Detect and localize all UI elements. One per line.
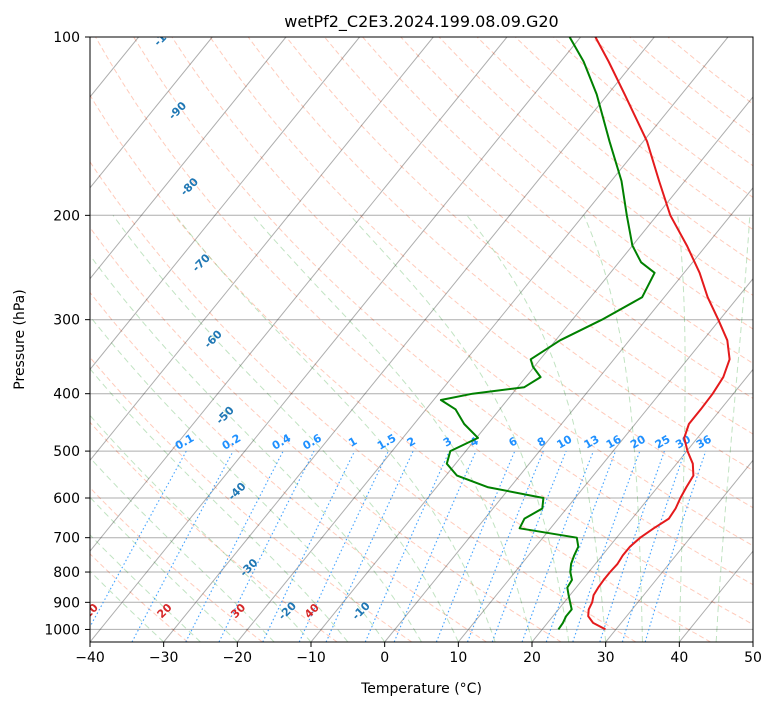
y-tick-label: 500 [53,444,80,460]
y-tick-label: 900 [53,595,80,611]
x-tick-label: −30 [149,650,179,666]
y-tick-label: 100 [53,30,80,46]
y-axis-label: Pressure (hPa) [12,289,28,389]
x-tick-label: 20 [523,650,541,666]
y-tick-label: 200 [53,208,80,224]
x-axis-label: Temperature (°C) [360,681,482,697]
x-tick-label: 0 [380,650,389,666]
y-tick-label: 400 [53,387,80,403]
x-tick-label: −10 [296,650,326,666]
x-tick-label: 50 [744,650,762,666]
chart-title: wetPf2_C2E3.2024.199.08.09.G20 [284,12,558,32]
y-tick-label: 1000 [44,622,80,638]
x-tick-label: −20 [223,650,253,666]
x-tick-label: 30 [597,650,615,666]
x-tick-label: 40 [670,650,688,666]
x-tick-label: −40 [75,650,105,666]
x-tick-label: 10 [449,650,467,666]
y-tick-label: 600 [53,491,80,507]
y-tick-label: 300 [53,313,80,329]
y-tick-label: 700 [53,531,80,547]
y-tick-label: 800 [53,565,80,581]
